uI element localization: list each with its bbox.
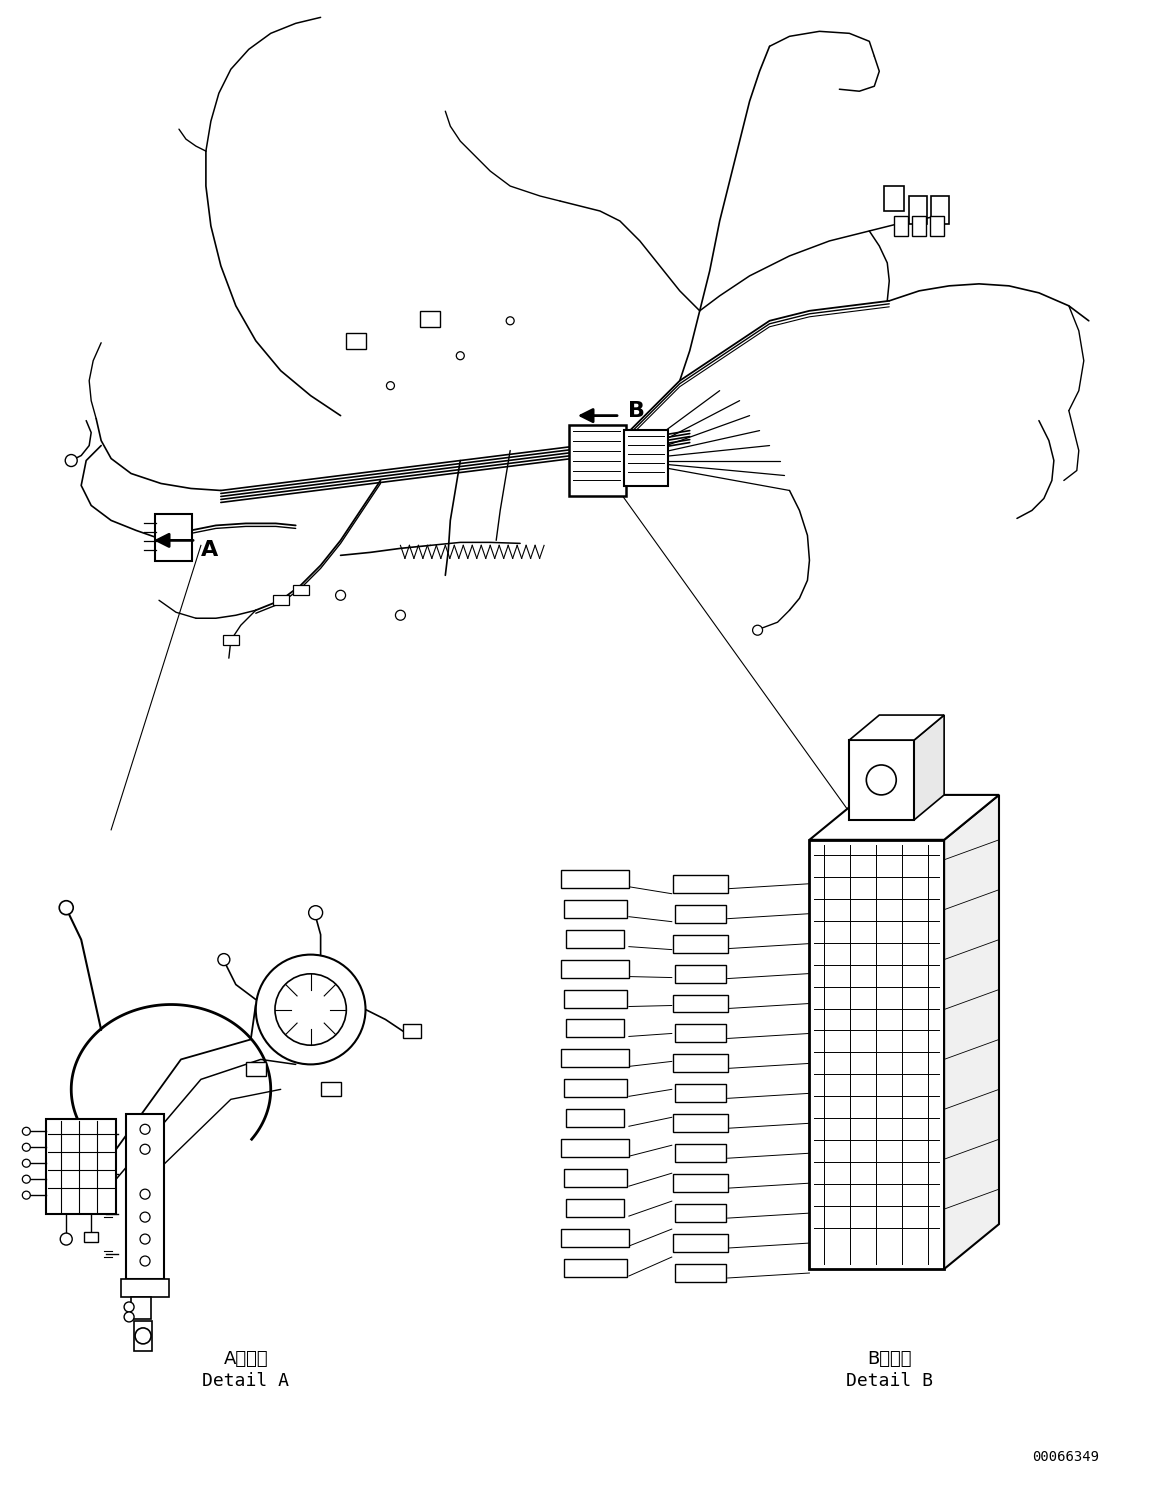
Circle shape [124,1312,134,1321]
Bar [672,1115,728,1132]
Bar [672,994,728,1012]
Circle shape [456,351,464,360]
Text: B　詳細: B 詳細 [866,1350,912,1367]
Bar [273,595,288,606]
Bar [672,1174,728,1192]
Bar [564,900,627,918]
Circle shape [140,1125,150,1134]
Circle shape [59,900,73,915]
Circle shape [336,591,345,600]
Bar [566,930,623,948]
Text: A: A [201,540,219,561]
Bar [564,990,627,1007]
Bar [561,1229,629,1247]
FancyBboxPatch shape [569,424,626,497]
Bar [420,311,441,327]
Text: B: B [628,400,645,421]
Bar [345,333,365,348]
Bar [894,216,908,237]
Circle shape [308,906,322,920]
Polygon shape [944,795,999,1269]
Circle shape [506,317,514,324]
Bar [126,1115,164,1280]
Polygon shape [809,795,999,839]
Bar [561,1140,629,1158]
FancyBboxPatch shape [623,430,668,487]
Bar [675,905,726,923]
Circle shape [60,1234,72,1245]
Bar [672,1055,728,1073]
Bar [245,1062,266,1076]
Circle shape [395,610,406,620]
Bar [675,1085,726,1103]
Bar [84,1232,98,1242]
Circle shape [140,1234,150,1244]
Bar [134,1321,152,1351]
Bar [561,1049,629,1067]
Circle shape [135,1327,151,1344]
Bar [564,1259,627,1277]
Bar [566,1019,623,1037]
Bar [131,1298,151,1318]
Text: Detail A: Detail A [202,1372,290,1390]
Bar [321,1082,341,1097]
Circle shape [386,382,394,390]
Bar [121,1280,169,1298]
Circle shape [22,1159,30,1167]
Circle shape [140,1256,150,1266]
Circle shape [22,1143,30,1152]
Bar [672,875,728,893]
Bar [675,1024,726,1043]
Bar [293,585,308,595]
Bar [404,1024,421,1039]
Bar [561,960,629,978]
Text: A　詳細: A 詳細 [223,1350,269,1367]
Circle shape [140,1189,150,1199]
Text: 00066349: 00066349 [1032,1449,1099,1464]
Bar [849,740,914,820]
Polygon shape [849,716,944,740]
FancyBboxPatch shape [155,515,192,561]
Text: Detail B: Detail B [846,1372,933,1390]
Bar [912,216,926,237]
Bar [564,1079,627,1097]
Circle shape [752,625,763,635]
Bar [884,186,904,211]
Circle shape [140,1213,150,1222]
Bar [564,1170,627,1187]
Bar [932,196,949,225]
Circle shape [124,1302,134,1312]
Bar [675,1204,726,1222]
Bar [223,635,238,646]
Bar [675,964,726,982]
Bar [672,934,728,952]
Bar [675,1144,726,1162]
Bar [566,1199,623,1217]
Circle shape [274,973,347,1045]
Circle shape [22,1128,30,1135]
Bar [809,839,944,1269]
Circle shape [217,954,230,966]
Polygon shape [914,716,944,820]
Bar [561,870,629,888]
Bar [566,1110,623,1128]
Bar [909,196,927,225]
Circle shape [256,955,365,1064]
Bar [675,1263,726,1283]
Circle shape [65,454,77,467]
Bar [47,1119,116,1214]
Circle shape [866,765,897,795]
Circle shape [22,1176,30,1183]
Circle shape [22,1192,30,1199]
Bar [930,216,944,237]
Circle shape [140,1144,150,1155]
Bar [672,1234,728,1251]
